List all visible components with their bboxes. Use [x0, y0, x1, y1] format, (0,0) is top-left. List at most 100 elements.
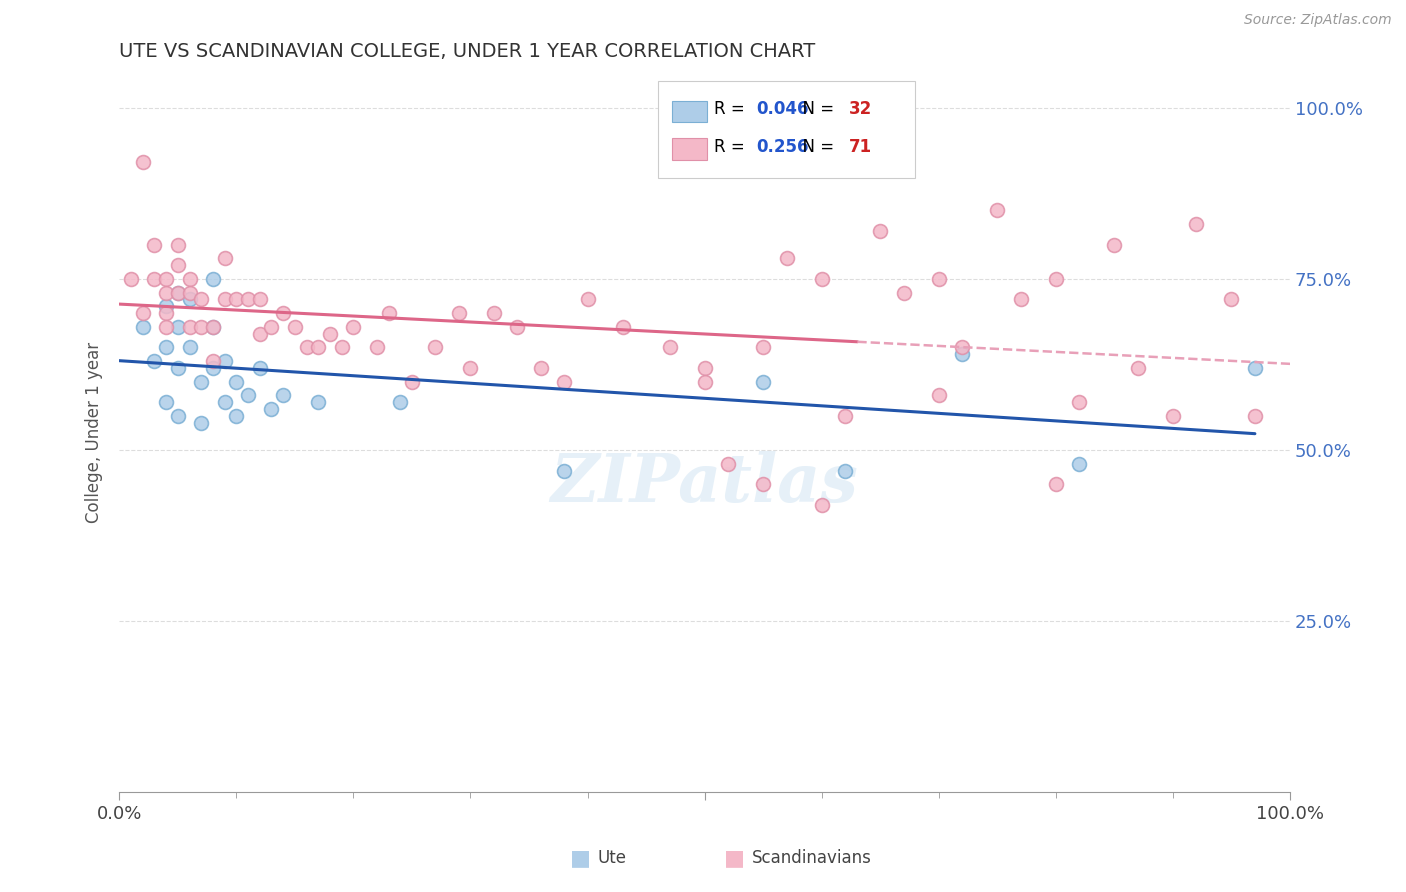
Point: [131, 155, 153, 169]
Point: [950, 347, 973, 361]
Point: [179, 272, 201, 286]
Point: [214, 293, 236, 307]
Point: [752, 340, 775, 354]
Point: [366, 340, 388, 354]
Point: [201, 319, 224, 334]
Point: [225, 293, 247, 307]
Point: [1045, 477, 1067, 491]
Point: [482, 306, 505, 320]
Point: [120, 272, 142, 286]
Point: [775, 252, 797, 266]
Text: N =: N =: [793, 101, 839, 119]
Point: [179, 293, 201, 307]
Point: [271, 388, 294, 402]
Text: ZIPatlas: ZIPatlas: [551, 450, 859, 516]
Text: R =: R =: [714, 101, 749, 119]
Bar: [672, 138, 707, 160]
Point: [658, 340, 681, 354]
Point: [389, 395, 412, 409]
Point: [319, 326, 342, 341]
Point: [249, 326, 271, 341]
Text: Scandinavians: Scandinavians: [752, 849, 872, 867]
Point: [506, 319, 529, 334]
Text: ■: ■: [724, 848, 745, 868]
Y-axis label: College, Under 1 year: College, Under 1 year: [86, 343, 103, 524]
Point: [1126, 360, 1149, 375]
Point: [214, 354, 236, 368]
Point: [1244, 409, 1267, 423]
Point: [1185, 217, 1208, 231]
Point: [179, 285, 201, 300]
Point: [155, 299, 177, 313]
Point: [1069, 395, 1091, 409]
Point: [143, 272, 166, 286]
Point: [201, 354, 224, 368]
Point: [330, 340, 353, 354]
Point: [155, 319, 177, 334]
Text: 0.046: 0.046: [756, 101, 808, 119]
Point: [447, 306, 470, 320]
Text: UTE VS SCANDINAVIAN COLLEGE, UNDER 1 YEAR CORRELATION CHART: UTE VS SCANDINAVIAN COLLEGE, UNDER 1 YEA…: [120, 42, 815, 61]
Point: [166, 409, 188, 423]
Point: [249, 293, 271, 307]
Text: N =: N =: [793, 138, 839, 156]
Text: Ute: Ute: [598, 849, 627, 867]
Point: [201, 319, 224, 334]
Point: [201, 360, 224, 375]
Point: [260, 319, 283, 334]
Point: [155, 395, 177, 409]
Point: [166, 258, 188, 272]
Point: [284, 319, 307, 334]
Point: [950, 340, 973, 354]
Point: [717, 457, 740, 471]
Point: [179, 319, 201, 334]
Point: [693, 360, 716, 375]
Point: [612, 319, 634, 334]
Point: [249, 360, 271, 375]
Point: [190, 375, 212, 389]
Bar: [672, 101, 707, 122]
FancyBboxPatch shape: [658, 80, 915, 178]
Point: [143, 354, 166, 368]
Point: [553, 375, 575, 389]
Point: [307, 340, 329, 354]
Point: [377, 306, 399, 320]
Point: [166, 285, 188, 300]
Point: [260, 401, 283, 416]
Point: [166, 360, 188, 375]
Point: [155, 272, 177, 286]
Point: [752, 477, 775, 491]
Point: [928, 388, 950, 402]
Point: [1045, 272, 1067, 286]
Point: [576, 293, 599, 307]
Point: [1161, 409, 1184, 423]
Text: 0.256: 0.256: [756, 138, 808, 156]
Point: [893, 285, 915, 300]
Point: [155, 285, 177, 300]
Point: [342, 319, 364, 334]
Text: R =: R =: [714, 138, 749, 156]
Point: [225, 409, 247, 423]
Point: [834, 463, 856, 477]
Point: [986, 203, 1008, 218]
Point: [166, 237, 188, 252]
Text: 32: 32: [849, 101, 872, 119]
Point: [834, 409, 856, 423]
Point: [190, 416, 212, 430]
Point: [1220, 293, 1243, 307]
Point: [1069, 457, 1091, 471]
Point: [155, 306, 177, 320]
Point: [190, 319, 212, 334]
Point: [460, 360, 482, 375]
Point: [1244, 360, 1267, 375]
Point: [530, 360, 553, 375]
Point: [225, 375, 247, 389]
Point: [425, 340, 447, 354]
Point: [693, 375, 716, 389]
Point: [928, 272, 950, 286]
Point: [131, 319, 153, 334]
Point: [131, 306, 153, 320]
Text: 71: 71: [849, 138, 872, 156]
Point: [143, 237, 166, 252]
Point: [752, 375, 775, 389]
